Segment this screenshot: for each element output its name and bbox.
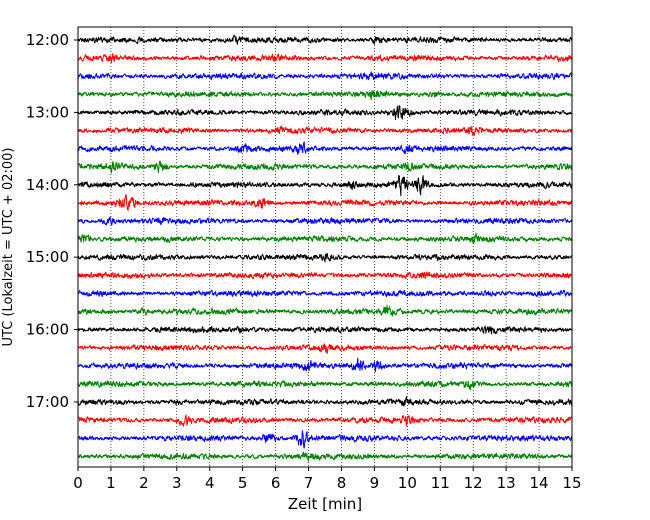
x-tick-label: 7 [304,474,314,492]
x-tick-label: 10 [398,474,417,492]
seismic-trace-1245 [77,90,573,101]
x-tick-label: 4 [205,474,215,492]
x-tick-label: 1 [106,474,116,492]
seismic-trace-1430 [77,216,573,226]
y-axis-label: UTC (Lokalzeit = UTC + 02:00) [1,148,16,347]
seismic-trace-1515 [77,271,573,280]
x-tick-label: 11 [431,474,450,492]
y-axis-ticks: 12:00 13:00 14:00 15:00 16:00 17:00 [26,31,78,411]
x-tick-label: 5 [238,474,248,492]
y-tick-label: 12:00 [26,31,69,49]
x-tick-label: 6 [271,474,281,492]
seismic-trace-1300 [77,105,573,121]
y-tick-label: 15:00 [26,248,69,266]
y-tick-label: 13:00 [26,103,69,121]
seismic-trace-1415 [77,193,573,211]
seismic-traces [77,34,573,462]
seismic-trace-1330 [77,141,573,155]
seismic-trace-1400 [77,174,573,197]
seismic-trace-1215 [77,53,573,64]
x-tick-label: 14 [530,474,549,492]
seismic-trace-1600 [77,325,573,335]
grid-lines [110,27,540,467]
plot-background [78,27,572,467]
x-axis-ticks: 0 1 2 3 4 5 6 7 8 9 10 11 12 13 14 15 [73,467,582,492]
seismic-trace-1500 [77,253,573,263]
seismic-trace-1345 [77,160,573,174]
seismic-trace-1715 [77,414,573,427]
x-tick-label: 9 [370,474,380,492]
plot-frame [77,26,573,468]
seismic-trace-1445 [77,232,573,245]
y-tick-label: 17:00 [26,393,69,411]
seismic-trace-1630 [77,357,573,373]
seismic-trace-1200 [77,34,573,45]
seismic-trace-1700 [77,396,573,407]
seismic-trace-1230 [77,71,573,81]
x-tick-label: 0 [73,474,83,492]
x-tick-label: 2 [139,474,149,492]
x-tick-label: 12 [464,474,483,492]
x-tick-label: 8 [337,474,347,492]
seismic-trace-1615 [77,343,573,354]
x-axis-label: Zeit [min] [288,495,362,513]
seismic-trace-1745 [77,451,573,462]
y-tick-label: 16:00 [26,321,69,339]
seismic-trace-1645 [77,380,573,391]
x-tick-label: 15 [562,474,581,492]
seismic-trace-1545 [77,304,573,317]
seismic-trace-1730 [77,430,573,449]
x-tick-label: 3 [172,474,182,492]
x-tick-label: 13 [497,474,516,492]
y-tick-label: 14:00 [26,176,69,194]
seismic-trace-1530 [77,289,573,298]
seismic-trace-1315 [77,125,573,136]
